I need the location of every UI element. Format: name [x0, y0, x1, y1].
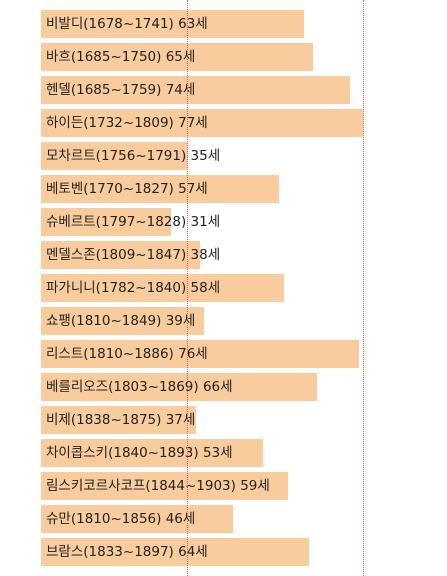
bar [41, 472, 288, 500]
bar [41, 505, 234, 533]
bar-label: 브람스(1833~1897) 64세 [46, 544, 208, 560]
bar-label: 모차르트(1756~1791) 35세 [46, 148, 221, 164]
bar-label: 멘델스존(1809~1847) 38세 [46, 247, 221, 263]
bar [41, 340, 359, 368]
bar-label: 슈베르트(1797~1828) 31세 [46, 214, 221, 230]
reference-line [363, 0, 364, 576]
bar-label: 베토벤(1770~1827) 57세 [46, 181, 208, 197]
bar [41, 241, 200, 269]
bar [41, 10, 305, 38]
bar [41, 439, 263, 467]
bar [41, 175, 280, 203]
reference-line [187, 0, 189, 576]
bar [41, 406, 196, 434]
bar-label: 쇼팽(1810~1849) 39세 [46, 313, 196, 329]
bar-label: 파가니니(1782~1840) 58세 [46, 280, 221, 296]
bar-label: 비발디(1678~1741) 63세 [46, 16, 208, 32]
bar-label: 차이콥스키(1840~1893) 53세 [46, 445, 233, 461]
bar-label: 비제(1838~1875) 37세 [46, 412, 196, 428]
bar-label: 하이든(1732~1809) 77세 [46, 115, 208, 131]
bar [41, 538, 309, 566]
bar [41, 76, 351, 104]
bar-label: 헨델(1685~1759) 74세 [46, 82, 196, 98]
bar [41, 109, 363, 137]
bar [41, 43, 313, 71]
bar-label: 슈만(1810~1856) 46세 [46, 511, 196, 527]
bar [41, 142, 188, 170]
bar-label: 림스키코르사코프(1844~1903) 59세 [46, 478, 270, 494]
bar [41, 373, 317, 401]
bar-label: 바흐(1685~1750) 65세 [46, 49, 196, 65]
bar [41, 208, 171, 236]
bar [41, 274, 284, 302]
bar-label: 리스트(1810~1886) 76세 [46, 346, 208, 362]
bar [41, 307, 205, 335]
bar-label: 베를리오즈(1803~1869) 66세 [46, 379, 233, 395]
